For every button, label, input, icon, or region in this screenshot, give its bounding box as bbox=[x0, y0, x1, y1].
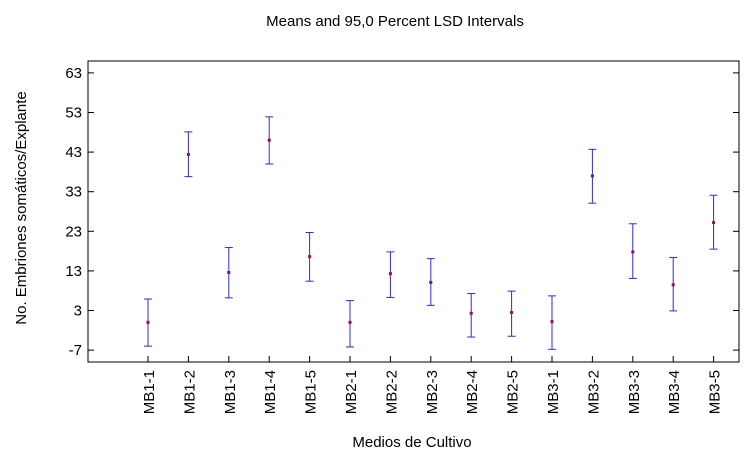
x-tick-label: MB1-2 bbox=[181, 370, 198, 414]
x-tick-label: MB3-5 bbox=[707, 370, 724, 414]
y-tick-label: -7 bbox=[69, 342, 82, 359]
mean-point bbox=[631, 250, 635, 254]
plot-frame bbox=[87, 60, 740, 363]
y-tick-label: 43 bbox=[65, 144, 82, 161]
y-tick-label: 63 bbox=[65, 65, 82, 82]
x-tick-label: MB1-3 bbox=[222, 370, 239, 414]
mean-point bbox=[146, 320, 150, 324]
x-tick-label: MB3-4 bbox=[666, 370, 683, 414]
mean-point bbox=[308, 255, 312, 259]
y-tick-label: 23 bbox=[65, 223, 82, 240]
y-tick-label: 3 bbox=[74, 303, 82, 320]
mean-point bbox=[550, 320, 554, 324]
y-axis-ticks: -7 3 13 23 33 43 53 63 bbox=[65, 65, 739, 359]
x-tick-label: MB2-5 bbox=[505, 370, 522, 414]
mean-point bbox=[348, 320, 352, 324]
mean-point bbox=[388, 272, 392, 276]
mean-point bbox=[186, 152, 190, 156]
x-tick-label: MB1-4 bbox=[262, 370, 279, 414]
y-tick-label: 33 bbox=[65, 184, 82, 201]
mean-point bbox=[469, 311, 473, 315]
x-axis-ticks: MB1-1 MB1-2 MB1-3 MB1-4 MB1-5 MB2-1 MB2-2 MB2-3… bbox=[141, 356, 724, 414]
mean-point bbox=[227, 270, 231, 274]
chart-title: Means and 95,0 Percent LSD Intervals bbox=[266, 13, 524, 30]
mean-point bbox=[671, 283, 675, 287]
x-tick-label: MB2-4 bbox=[464, 370, 481, 414]
x-tick-label: MB2-2 bbox=[383, 370, 400, 414]
x-axis-label: Medios de Cultivo bbox=[352, 434, 471, 451]
x-tick-label: MB3-2 bbox=[585, 370, 602, 414]
x-tick-label: MB2-1 bbox=[343, 370, 360, 414]
mean-point bbox=[510, 310, 514, 314]
x-tick-label: MB2-3 bbox=[424, 370, 441, 414]
x-tick-label: MB3-1 bbox=[545, 370, 562, 414]
x-tick-label: MB3-3 bbox=[626, 370, 643, 414]
y-tick-label: 13 bbox=[65, 263, 82, 280]
x-tick-label: MB1-5 bbox=[303, 370, 320, 414]
y-axis-label: No. Embriones somáticos/Explante bbox=[13, 91, 30, 324]
mean-point bbox=[267, 138, 271, 142]
mean-point bbox=[590, 174, 594, 178]
mean-point bbox=[712, 221, 716, 225]
lsd-intervals bbox=[144, 116, 718, 350]
mean-point bbox=[429, 280, 433, 284]
y-tick-label: 53 bbox=[65, 104, 82, 121]
x-tick-label: MB1-1 bbox=[141, 370, 158, 414]
